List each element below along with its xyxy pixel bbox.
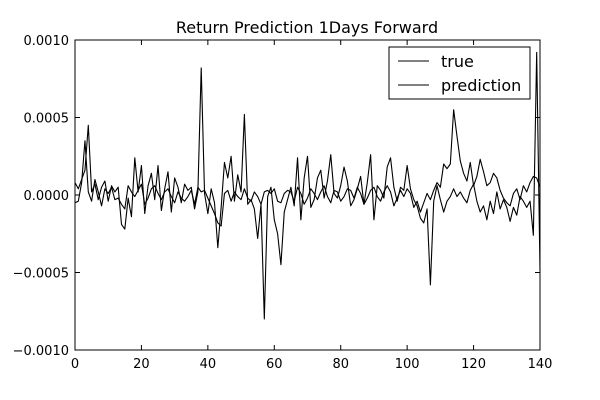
y-tick-label: 0.0000 xyxy=(24,189,70,204)
x-tick-label: 60 xyxy=(266,357,283,372)
legend-label-true: true xyxy=(441,52,474,71)
y-tick-label: −0.0005 xyxy=(13,267,69,282)
series-line-prediction xyxy=(74,109,541,227)
chart-title: Return Prediction 1Days Forward xyxy=(176,18,438,37)
x-tick-label: 100 xyxy=(395,357,420,372)
legend: true prediction xyxy=(388,46,531,100)
x-tick-label: 120 xyxy=(461,357,486,372)
ticks: 0 20 40 60 80 100 120 140 −0.0010 −0.0005 0.0000 0.… xyxy=(13,34,553,372)
legend-label-prediction: prediction xyxy=(441,76,521,95)
legend-frame xyxy=(388,46,531,100)
series-lines xyxy=(74,51,541,320)
y-tick-label: 0.0010 xyxy=(24,34,70,49)
x-tick-label: 0 xyxy=(71,357,79,372)
x-tick-label: 140 xyxy=(528,357,553,372)
x-tick-label: 40 xyxy=(200,357,217,372)
y-tick-label: −0.0010 xyxy=(13,344,69,359)
y-tick-label: 0.0005 xyxy=(24,112,70,127)
x-tick-label: 80 xyxy=(332,357,349,372)
x-tick-label: 20 xyxy=(133,357,150,372)
series-line-true xyxy=(74,51,541,320)
